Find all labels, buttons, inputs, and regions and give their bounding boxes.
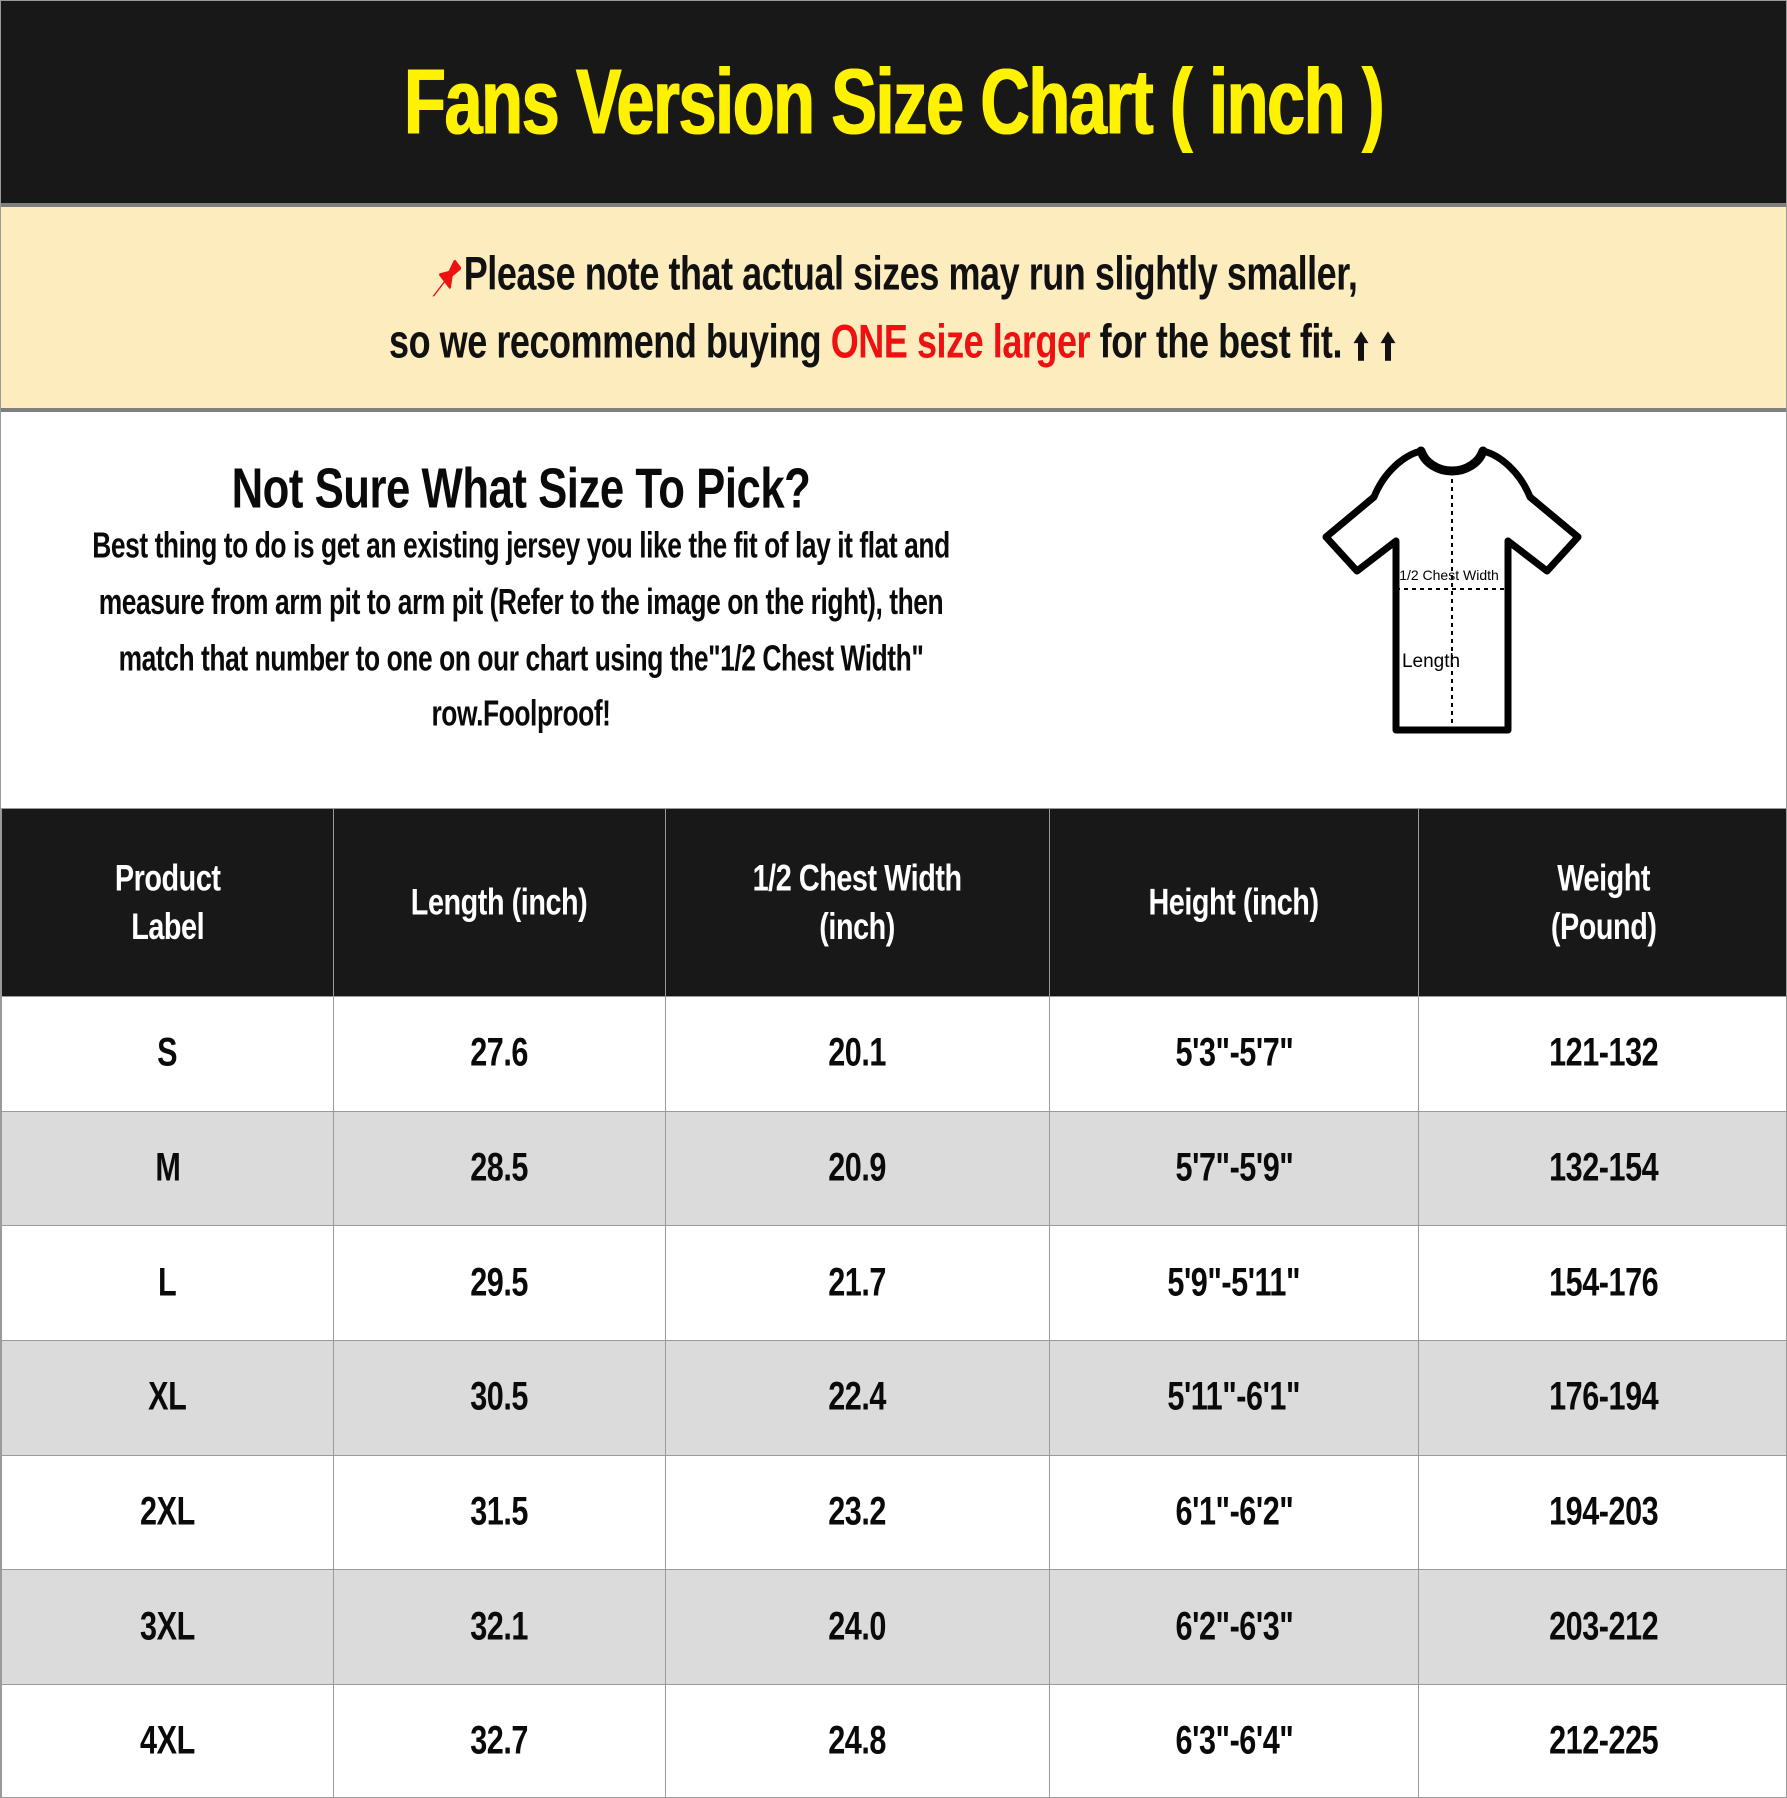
svg-text:Length: Length bbox=[1402, 651, 1460, 672]
svg-text:1/2 Chest Width: 1/2 Chest Width bbox=[1399, 567, 1499, 583]
